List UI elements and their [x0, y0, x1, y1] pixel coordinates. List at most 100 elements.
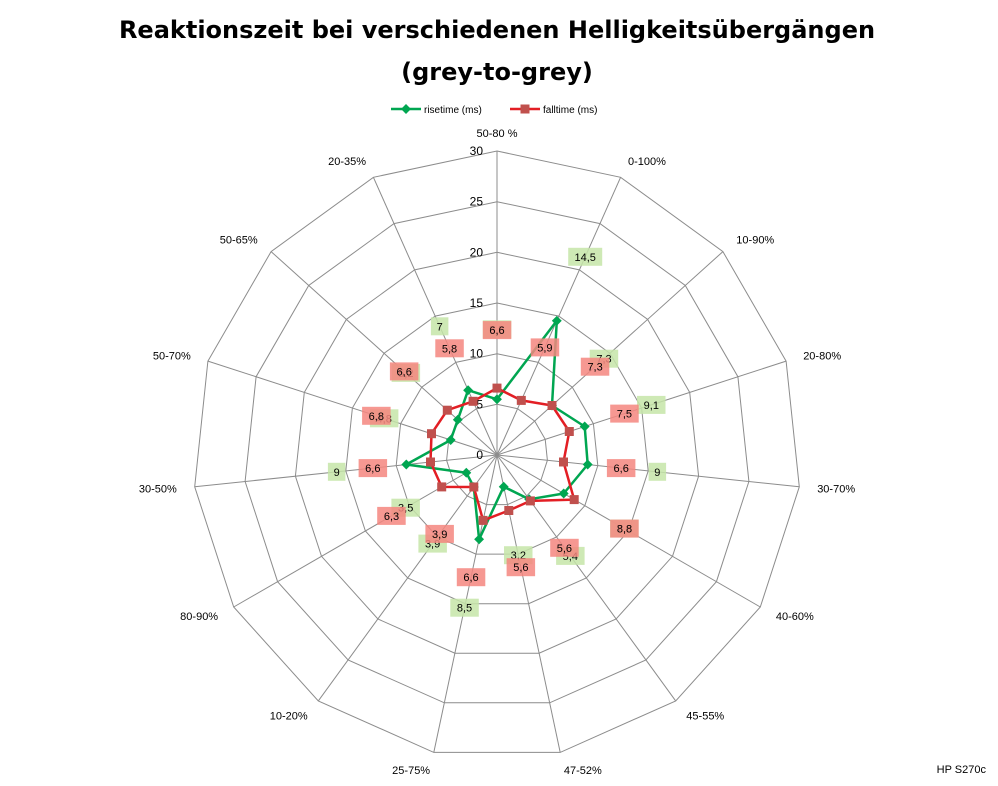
- data-label-box: [362, 406, 391, 425]
- risetime-point: [579, 421, 590, 432]
- falltime-point: [437, 482, 447, 492]
- data-label: 9,1: [644, 400, 659, 412]
- data-label-box: [550, 538, 579, 557]
- radial-tick-label: 30: [470, 144, 484, 158]
- data-label-box: [456, 568, 486, 587]
- category-label: 50-80 %: [477, 128, 518, 140]
- data-label: 5,8: [442, 343, 457, 355]
- data-label-box: [327, 462, 346, 481]
- data-series: [401, 315, 593, 545]
- data-label-box: [610, 404, 639, 423]
- data-label: 6,6: [614, 463, 629, 475]
- data-label: 5,9: [537, 342, 552, 354]
- risetime-point: [498, 481, 509, 492]
- data-label: 6,3: [384, 511, 399, 523]
- category-label: 47-52%: [564, 765, 602, 777]
- radial-tick-label: 15: [470, 296, 484, 310]
- data-label: 8,5: [457, 603, 472, 615]
- grid-ring: [395, 353, 599, 555]
- data-label-box: [580, 357, 610, 376]
- data-label: 6,8: [369, 411, 384, 423]
- grid-spoke: [317, 454, 498, 702]
- falltime-point: [569, 495, 579, 505]
- grid-spoke: [496, 454, 677, 702]
- radial-tick-label: 0: [476, 448, 483, 462]
- grid-ring: [294, 251, 700, 654]
- risetime-point: [452, 414, 463, 425]
- category-label: 0-100%: [628, 156, 666, 168]
- category-label: 25-75%: [392, 765, 430, 777]
- data-label-box: [450, 598, 479, 617]
- legend-falltime-label: falltime (ms): [543, 105, 597, 116]
- grid-ring: [194, 150, 800, 753]
- radial-tick-label: 10: [470, 347, 484, 361]
- risetime-point: [558, 488, 569, 499]
- data-label: 14,5: [574, 252, 595, 264]
- category-labels: 50-80 % 0-100% 10-90% 20-80% 30-70% 40-60% 45-…: [139, 128, 855, 777]
- grid-spoke: [372, 177, 498, 456]
- radial-tick-label: 20: [470, 245, 484, 259]
- falltime-point: [525, 496, 535, 506]
- data-label-box: [377, 506, 406, 525]
- category-label: 20-35%: [328, 156, 366, 168]
- data-label: 5,6: [513, 562, 528, 574]
- falltime-point: [504, 506, 514, 515]
- category-label: 30-70%: [817, 484, 855, 496]
- category-label: 50-70%: [153, 351, 191, 363]
- category-label: 40-60%: [776, 611, 814, 623]
- grid-spoke: [233, 454, 498, 608]
- data-label-box: [648, 462, 667, 481]
- falltime-point: [468, 396, 478, 406]
- data-label-box: [506, 558, 536, 577]
- grid-ring: [345, 302, 649, 605]
- data-label-box: [568, 247, 603, 266]
- risetime-point: [474, 534, 485, 545]
- series-line-falltime: [429, 386, 576, 522]
- falltime-point: [469, 482, 479, 492]
- data-label-box: [389, 362, 419, 381]
- data-label: 6,6: [463, 572, 478, 584]
- category-label: 20-80%: [803, 351, 841, 363]
- data-label-box: [610, 519, 639, 538]
- monitor-model-credit: HP S270c: [937, 764, 987, 776]
- radial-tick-label: 25: [470, 195, 484, 209]
- radial-tick-label: 5: [476, 397, 483, 411]
- data-label-box: [358, 459, 388, 478]
- data-label-box: [435, 339, 464, 358]
- radial-axis-ticks: 0 5 10 15 20 25 30: [470, 144, 484, 462]
- category-label: 10-20%: [270, 711, 308, 723]
- legend: risetime (ms) falltime (ms): [391, 104, 597, 116]
- data-labels: 5,514,57,39,197,65,43,28,53,93,594,85,27…: [327, 247, 667, 617]
- radar-grid: [194, 150, 800, 753]
- falltime-point: [564, 427, 574, 436]
- data-label: 6,6: [489, 325, 504, 337]
- category-label: 10-90%: [736, 235, 774, 247]
- data-label: 9: [654, 467, 660, 479]
- data-label: 3,9: [432, 529, 447, 541]
- data-label: 7,5: [617, 409, 632, 421]
- legend-risetime-label: risetime (ms): [424, 105, 482, 116]
- falltime-point: [426, 457, 435, 467]
- grid-spoke: [496, 177, 622, 456]
- category-label: 50-65%: [220, 235, 258, 247]
- falltime-point: [442, 405, 452, 415]
- data-label: 5,6: [557, 543, 572, 555]
- data-label-box: [430, 317, 449, 336]
- legend-risetime-marker: [401, 104, 411, 114]
- data-label-box: [637, 395, 666, 414]
- grid-spoke: [194, 454, 498, 488]
- falltime-point: [492, 383, 502, 393]
- data-label: 7: [437, 321, 443, 333]
- category-label: 45-55%: [686, 711, 724, 723]
- data-label-box: [482, 321, 512, 340]
- falltime-point: [427, 429, 436, 439]
- series-line-risetime: [405, 319, 589, 541]
- grid-spoke: [496, 454, 561, 753]
- data-label: 9: [334, 467, 340, 479]
- data-label-box: [530, 338, 560, 357]
- grid-spoke: [496, 454, 800, 488]
- data-label: 7,3: [587, 362, 602, 374]
- risetime-point: [551, 315, 562, 326]
- falltime-point: [559, 457, 568, 467]
